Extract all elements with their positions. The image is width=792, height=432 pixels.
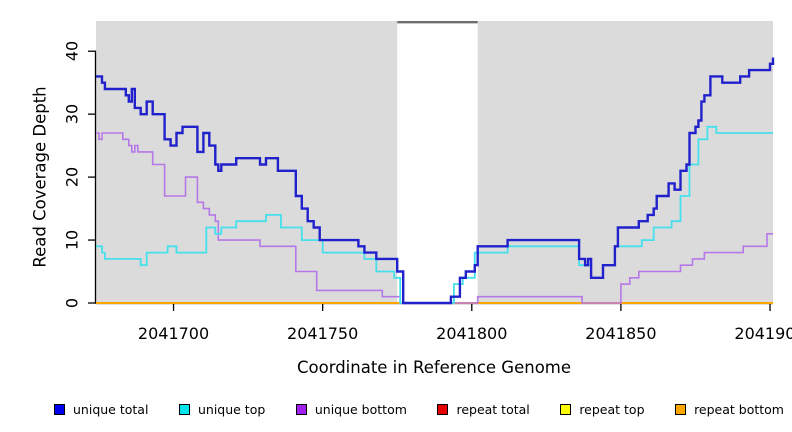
y-tick-label-10: 10 [62,229,82,251]
series-unique-total-line [96,57,775,305]
y-axis-title: Read Coverage Depth [30,86,50,268]
x-tick-label-2041700: 2041700 [137,324,210,343]
legend-swatch-repeat-top-icon [560,403,572,415]
legend-item-repeat-total: repeat total [437,401,530,417]
legend-swatch-repeat-bottom-icon [675,403,687,415]
series-unique-bottom-line [96,132,773,304]
legend-swatch-unique-total-icon [54,403,65,415]
y-tick-label-40: 40 [62,41,82,62]
legend-label-unique-total: unique total [73,401,149,417]
legend-label-unique-top: unique top [197,401,266,417]
chart-legend: unique total unique top unique bottom repea… [54,399,784,419]
legend-label-repeat-top: repeat top [579,401,645,417]
legend-item-unique-bottom: unique bottom [295,401,407,417]
legend-label-repeat-bottom: repeat bottom [694,401,784,417]
series-unique-top-line [96,125,773,304]
y-tick-label-0: 0 [62,297,82,309]
legend-swatch-unique-bottom-icon [295,403,307,415]
highlight-region [397,21,478,303]
x-tick-label-2041800: 2041800 [436,324,508,343]
x-tick-label-2041850: 2041850 [585,324,657,343]
legend-swatch-unique-top-icon [178,403,190,415]
legend-item-unique-total: unique total [54,402,148,417]
legend-label-unique-bottom: unique bottom [314,401,407,417]
x-tick-label-2041750: 2041750 [287,324,359,343]
legend-swatch-repeat-total-icon [437,403,449,415]
legend-item-unique-top: unique top [178,401,266,417]
legend-label-repeat-total: repeat total [456,401,530,417]
y-tick-label-20: 20 [62,166,82,188]
legend-item-repeat-bottom: repeat bottom [675,402,784,417]
legend-item-repeat-top: repeat top [560,401,645,417]
x-axis-title: Coordinate in Reference Genome [296,358,572,377]
y-tick-label-30: 30 [62,103,82,125]
